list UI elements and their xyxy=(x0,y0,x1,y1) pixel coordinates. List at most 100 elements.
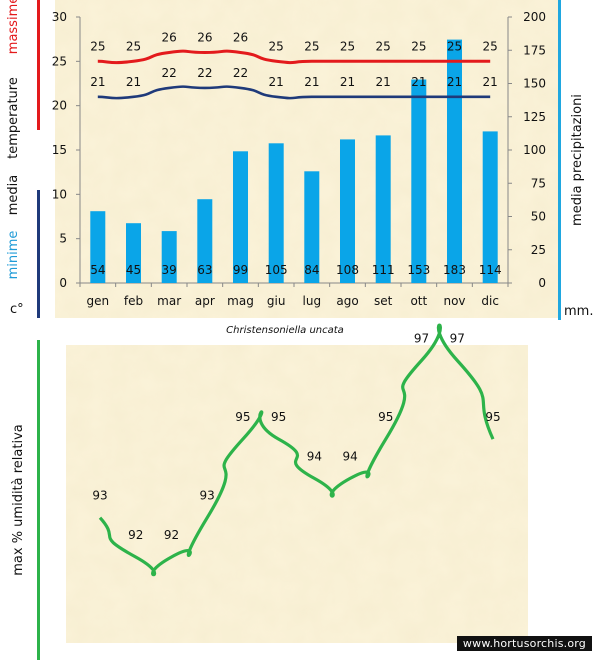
left-tick-label: 0 xyxy=(59,276,67,290)
precip-bar-set xyxy=(375,135,391,283)
right-tick-label: 100 xyxy=(523,143,546,157)
humidity-label-giu: 95 xyxy=(271,410,286,424)
left-tick-label: 20 xyxy=(52,99,67,113)
left-tick-label: 10 xyxy=(52,187,67,201)
bottom-panel-texture xyxy=(66,345,528,643)
line-minime xyxy=(97,85,491,100)
precip-label-dic: 114 xyxy=(479,263,502,277)
right-tick-label: 0 xyxy=(538,276,546,290)
precip-bar-giu xyxy=(268,143,284,283)
data-label-massime-set: 25 xyxy=(376,39,391,53)
precip-label-gen: 54 xyxy=(90,263,105,277)
data-label-minime-nov: 21 xyxy=(447,75,462,89)
humidity-label-apr: 93 xyxy=(200,489,215,503)
precip-bar-dic xyxy=(482,131,498,283)
humidity-label-feb: 92 xyxy=(128,528,143,542)
x-tick-label-mag: mag xyxy=(227,294,254,308)
x-tick-label-gen: gen xyxy=(87,294,110,308)
data-label-minime-lug: 21 xyxy=(304,75,319,89)
right-tick-label: 50 xyxy=(531,210,546,224)
data-label-massime-giu: 25 xyxy=(269,39,284,53)
data-label-massime-nov: 25 xyxy=(447,39,462,53)
left-tick-label: 15 xyxy=(52,143,67,157)
precip-label-giu: 105 xyxy=(265,263,288,277)
x-tick-label-dic: dic xyxy=(481,294,499,308)
left-tick-label: 25 xyxy=(52,54,67,68)
right-tick-label: 200 xyxy=(523,10,546,24)
line-massime xyxy=(97,49,491,65)
x-tick-label-mar: mar xyxy=(157,294,181,308)
axis-label-temperature: temperature xyxy=(6,77,21,159)
humidity-chart: 93 92 92 93 95 95 94 94 95 97 97 95 xyxy=(92,323,501,577)
humidity-label-gen: 93 xyxy=(92,489,107,503)
precip-bars xyxy=(90,39,498,283)
data-label-minime-set: 21 xyxy=(376,75,391,89)
left-tick-label: 30 xyxy=(52,10,67,24)
data-label-minime-gen: 21 xyxy=(90,75,105,89)
precip-bar-lug xyxy=(304,171,320,283)
humidity-axis-label: max % umidità relativa xyxy=(11,424,26,576)
precip-bar-mar xyxy=(161,231,177,283)
humidity-label-set: 95 xyxy=(378,410,393,424)
right-tick-label: 75 xyxy=(531,176,546,190)
data-label-minime-giu: 21 xyxy=(269,75,284,89)
axis-label-precipitazioni: media precipitazioni xyxy=(570,94,585,226)
precip-label-mag: 99 xyxy=(233,263,248,277)
precip-bar-feb xyxy=(126,223,141,283)
data-label-minime-apr: 22 xyxy=(197,66,212,80)
right-tick-label: 150 xyxy=(523,77,546,91)
x-tick-label-ago: ago xyxy=(336,294,358,308)
precip-label-ott: 153 xyxy=(407,263,430,277)
precip-label-nov: 183 xyxy=(443,263,466,277)
data-label-massime-mar: 26 xyxy=(162,31,177,45)
data-label-minime-ott: 21 xyxy=(411,75,426,89)
right-tick-label: 175 xyxy=(523,43,546,57)
x-tick-label-apr: apr xyxy=(195,294,215,308)
data-label-massime-ott: 25 xyxy=(411,39,426,53)
left-tick-label: 5 xyxy=(59,232,67,246)
data-label-massime-feb: 25 xyxy=(126,39,141,53)
x-tick-label-nov: nov xyxy=(443,294,465,308)
humidity-label-dic: 95 xyxy=(485,410,500,424)
humidity-label-mar: 92 xyxy=(164,528,179,542)
humidity-label-ott: 97 xyxy=(414,332,429,346)
humidity-line xyxy=(98,323,495,577)
data-label-massime-gen: 25 xyxy=(90,39,105,53)
top-chart-axes: 0 5 10 15 20 25 30 0 25 50 75 100 125 150 175 200 gen feb… xyxy=(52,10,546,308)
top-chart-labels: 25 25 26 26 26 25 25 25 25 25 25 25 21 21 22 22 22 21 21 21… xyxy=(90,31,501,278)
data-label-minime-dic: 21 xyxy=(483,75,498,89)
humidity-axis-bar xyxy=(37,340,40,660)
humidity-label-mag: 95 xyxy=(235,410,250,424)
humidity-label-ago: 94 xyxy=(342,449,357,463)
data-label-massime-apr: 26 xyxy=(197,31,212,45)
precip-label-mar: 39 xyxy=(162,263,177,277)
x-tick-label-lug: lug xyxy=(303,294,322,308)
data-label-massime-mag: 26 xyxy=(233,31,248,45)
axis-unit-mm: mm. xyxy=(564,304,593,319)
data-label-massime-lug: 25 xyxy=(304,39,319,53)
precip-bar-ago xyxy=(340,139,355,283)
data-label-minime-feb: 21 xyxy=(126,75,141,89)
x-tick-label-giu: giu xyxy=(267,294,286,308)
precip-bar-apr xyxy=(197,199,213,283)
watermark: www.hortusorchis.org xyxy=(456,636,592,651)
precip-axis-bar xyxy=(558,0,561,320)
axis-unit-celsius: c° xyxy=(10,302,24,317)
x-tick-label-feb: feb xyxy=(124,294,143,308)
precip-bar-gen xyxy=(90,211,106,283)
precip-label-ago: 108 xyxy=(336,263,359,277)
min-temp-axis-bar xyxy=(37,190,40,318)
data-label-minime-mag: 22 xyxy=(233,66,248,80)
precip-bar-mag xyxy=(233,151,248,283)
precip-label-lug: 84 xyxy=(304,263,319,277)
data-label-minime-mar: 22 xyxy=(162,66,177,80)
x-tick-label-ott: ott xyxy=(410,294,427,308)
precip-bar-ott xyxy=(411,79,427,283)
x-tick-label-set: set xyxy=(374,294,393,308)
data-label-massime-dic: 25 xyxy=(483,39,498,53)
right-tick-label: 125 xyxy=(523,110,546,124)
max-temp-axis-bar xyxy=(37,0,40,130)
axis-label-minime: minime xyxy=(6,231,21,280)
